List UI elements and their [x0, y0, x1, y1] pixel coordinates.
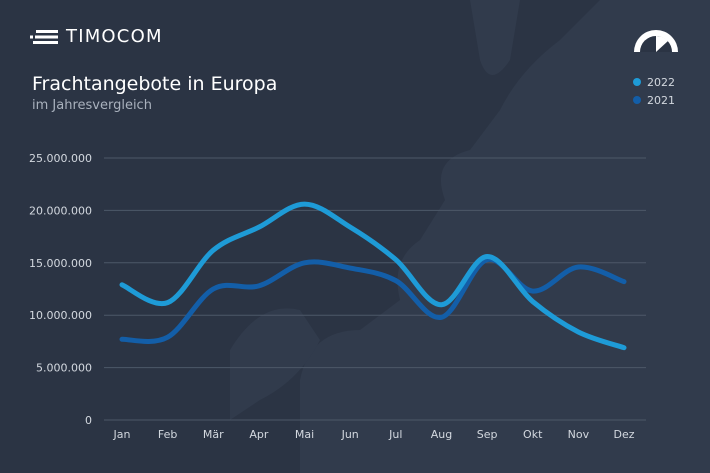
speedometer-icon: [634, 30, 678, 52]
x-tick-label: Dez: [613, 428, 634, 441]
series-line-2021: [119, 257, 627, 344]
y-tick-label: 20.000.000: [29, 204, 92, 217]
brand-name: TIMOCOM: [66, 26, 163, 47]
x-tick-label: Mai: [295, 428, 314, 441]
chart-title: Frachtangebote in Europa: [32, 73, 278, 95]
legend-swatch-2022: [633, 78, 641, 86]
chart-subtitle: im Jahresvergleich: [32, 98, 152, 113]
x-tick-label: Jan: [113, 428, 131, 441]
x-tick-label: Sep: [477, 428, 498, 441]
legend-label-2021: 2021: [647, 93, 675, 107]
brand: TIMOCOM: [30, 26, 163, 47]
x-tick-label: Jun: [341, 428, 359, 441]
x-tick-label: Mär: [203, 428, 224, 441]
y-tick-label: 25.000.000: [29, 152, 92, 165]
y-tick-label: 5.000.000: [36, 362, 92, 375]
y-tick-label: 0: [85, 414, 92, 427]
x-tick-label: Aug: [431, 428, 452, 441]
legend-item-2021: 2021: [633, 91, 675, 109]
legend-swatch-2021: [633, 96, 641, 104]
x-tick-label: Okt: [523, 428, 543, 441]
x-tick-label: Nov: [568, 428, 590, 441]
chart-legend: 2022 2021: [633, 73, 675, 109]
y-tick-label: 10.000.000: [29, 309, 92, 322]
x-tick-label: Feb: [158, 428, 177, 441]
legend-item-2022: 2022: [633, 73, 675, 91]
legend-label-2022: 2022: [647, 75, 675, 89]
x-tick-label: Jul: [388, 428, 402, 441]
y-tick-label: 15.000.000: [29, 257, 92, 270]
timocom-speed-lines-icon: [30, 29, 58, 44]
series-line-2022: [119, 201, 627, 351]
x-tick-label: Apr: [249, 428, 269, 441]
